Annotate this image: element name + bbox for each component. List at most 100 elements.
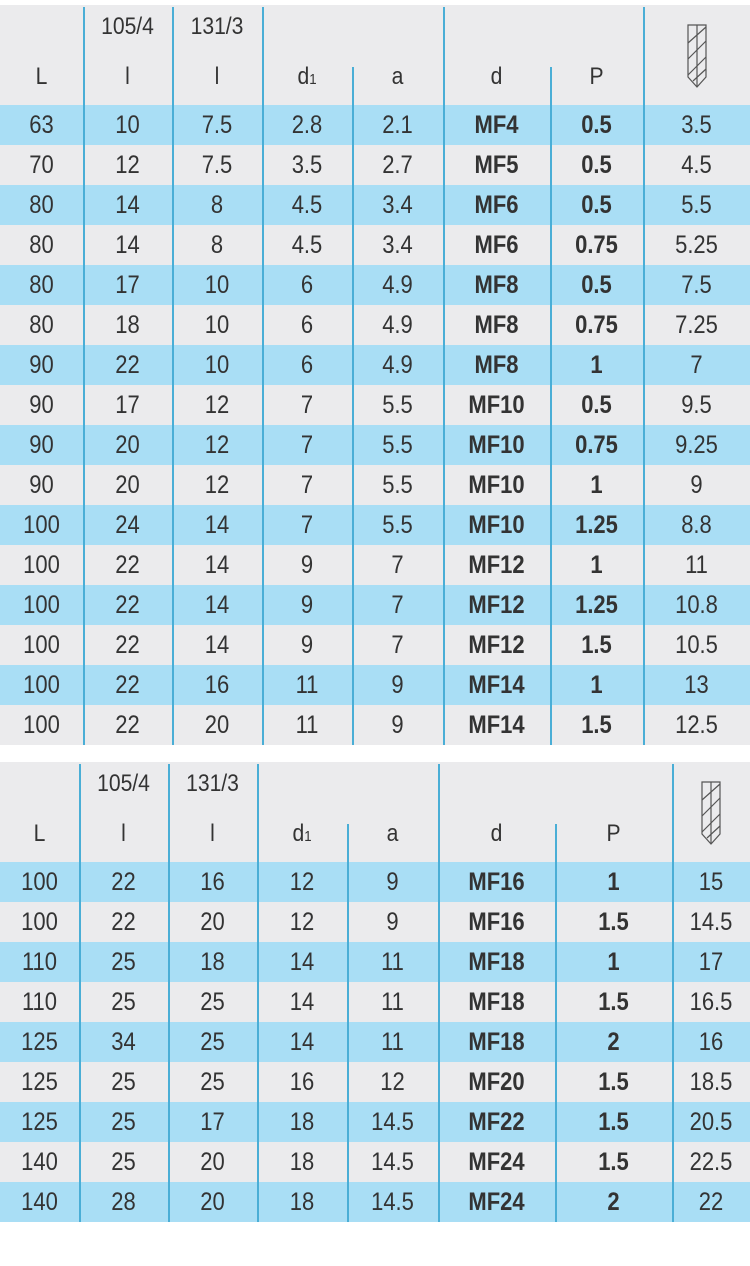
cell-l-105-4: 22 — [115, 671, 140, 699]
header-label: d — [490, 820, 503, 847]
cell-L: 125 — [21, 1108, 58, 1136]
cell-a: 5.5 — [382, 391, 413, 419]
table-row: 125 25 17 18 14.5 MF22 1.5 20.5 — [0, 1102, 750, 1142]
cell-l-105-4: 20 — [115, 431, 140, 459]
table-row: 100 22 14 9 7 MF12 1 11 — [0, 545, 750, 585]
cell-l-131-3: 14 — [204, 551, 230, 579]
table-row: 110 25 25 14 11 MF18 1.5 16.5 — [0, 982, 750, 1022]
header-label: d — [292, 820, 305, 847]
cell-P: 2 — [607, 1188, 620, 1216]
cell-P: 0.75 — [575, 311, 618, 339]
cell-L: 80 — [29, 231, 54, 259]
cell-l-105-4: 18 — [115, 311, 140, 339]
cell-a: 4.9 — [382, 271, 413, 299]
cell-drill-diameter: 16 — [698, 1028, 724, 1056]
cell-L: 100 — [23, 551, 60, 579]
cell-d: MF14 — [468, 671, 525, 699]
cell-drill-diameter: 8.8 — [681, 511, 712, 539]
cell-d1: 12 — [289, 908, 315, 936]
cell-a: 2.1 — [382, 111, 413, 139]
cell-a: 2.7 — [382, 151, 413, 179]
cell-a: 9 — [391, 711, 404, 739]
cell-d: MF12 — [468, 551, 525, 579]
cell-l-131-3: 10 — [204, 311, 230, 339]
column-divider — [262, 7, 264, 745]
cell-l-105-4: 25 — [111, 1148, 136, 1176]
cell-drill-diameter: 14.5 — [689, 908, 733, 936]
table-row: 100 22 16 12 9 MF16 1 15 — [0, 862, 750, 902]
header-a: a — [357, 63, 437, 91]
cell-d: MF10 — [468, 391, 525, 419]
cell-d: MF8 — [474, 271, 519, 299]
cell-l-105-4: 25 — [111, 988, 136, 1016]
cell-P: 0.5 — [581, 391, 612, 419]
cell-a: 12 — [380, 1068, 405, 1096]
cell-a: 7 — [391, 551, 404, 579]
cell-P: 0.75 — [575, 431, 618, 459]
table-row: 100 22 20 11 9 MF14 1.5 12.5 — [0, 705, 750, 745]
cell-d1: 6 — [300, 311, 314, 339]
cell-drill-diameter: 10.8 — [675, 591, 718, 619]
cell-l-105-4: 14 — [115, 231, 140, 259]
cell-l-131-3: 25 — [200, 1028, 225, 1056]
column-divider — [443, 7, 445, 745]
cell-d1: 9 — [300, 591, 314, 619]
cell-P: 0.5 — [581, 191, 612, 219]
table-row: 100 22 20 12 9 MF16 1.5 14.5 — [0, 902, 750, 942]
cell-l-105-4: 14 — [115, 191, 140, 219]
table-row: 70 12 7.5 3.5 2.7 MF5 0.5 4.5 — [0, 145, 750, 185]
cell-l-105-4: 24 — [115, 511, 140, 539]
header-l2: l — [177, 63, 256, 91]
cell-L: 90 — [29, 351, 54, 379]
cell-l-131-3: 14 — [204, 511, 230, 539]
cell-d1: 11 — [295, 671, 319, 699]
cell-d1: 6 — [300, 351, 314, 379]
cell-P: 1.5 — [598, 988, 629, 1016]
cell-l-131-3: 12 — [204, 431, 230, 459]
header-label: l — [125, 63, 130, 90]
cell-a: 5.5 — [382, 431, 413, 459]
cell-l-131-3: 8 — [210, 231, 224, 259]
cell-drill-diameter: 7.25 — [675, 311, 718, 339]
cell-d: MF4 — [474, 111, 519, 139]
column-divider — [83, 7, 85, 745]
header-d1: d1 — [267, 63, 346, 91]
cell-l-131-3: 20 — [200, 1188, 225, 1216]
cell-L: 100 — [23, 631, 60, 659]
cell-l-131-3: 12 — [204, 391, 230, 419]
cell-L: 80 — [29, 191, 54, 219]
cell-d1: 2.8 — [291, 111, 323, 139]
cell-L: 125 — [21, 1028, 58, 1056]
cell-l-105-4: 25 — [111, 1108, 136, 1136]
cell-l-131-3: 16 — [200, 868, 225, 896]
cell-drill-diameter: 5.25 — [675, 231, 718, 259]
cell-a: 3.4 — [382, 191, 413, 219]
cell-L: 140 — [21, 1188, 58, 1216]
cell-drill-diameter: 20.5 — [689, 1108, 733, 1136]
table-row: 140 25 20 18 14.5 MF24 1.5 22.5 — [0, 1142, 750, 1182]
cell-L: 100 — [23, 711, 60, 739]
cell-l-105-4: 12 — [115, 151, 140, 179]
cell-d1: 12 — [289, 868, 315, 896]
column-divider — [168, 764, 170, 1222]
cell-a: 7 — [391, 591, 404, 619]
cell-d1: 14 — [289, 1028, 315, 1056]
column-divider — [550, 67, 552, 745]
cell-d1: 18 — [289, 1108, 315, 1136]
table-row: 140 28 20 18 14.5 MF24 2 22 — [0, 1182, 750, 1222]
header-label: L — [33, 820, 46, 847]
cell-d1: 16 — [289, 1068, 315, 1096]
cell-L: 110 — [21, 988, 58, 1016]
cell-d1: 11 — [295, 711, 319, 739]
cell-l-105-4: 20 — [115, 471, 140, 499]
header-L: L — [5, 820, 75, 848]
cell-l-105-4: 22 — [115, 591, 140, 619]
table-row: 90 20 12 7 5.5 MF10 0.75 9.25 — [0, 425, 750, 465]
cell-d: MF16 — [468, 908, 525, 936]
cell-d1: 6 — [300, 271, 314, 299]
cell-d: MF10 — [468, 431, 525, 459]
cell-P: 1.5 — [581, 711, 612, 739]
header-L: L — [5, 63, 78, 91]
